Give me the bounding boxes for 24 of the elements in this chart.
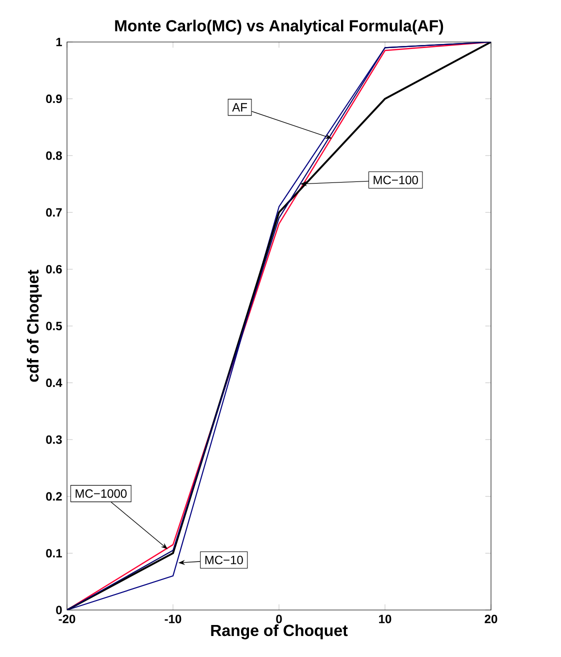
- x-tick-label: -20: [58, 614, 76, 624]
- annotation: MC−10: [205, 556, 243, 564]
- y-tick-label: 0.6: [46, 264, 62, 274]
- line-series: [67, 42, 492, 610]
- x-axis-title: Range of Choquet: [211, 624, 348, 640]
- x-tick-label: 0: [276, 614, 282, 624]
- annotation: AF: [232, 103, 247, 112]
- annotation: MC−1000: [76, 489, 127, 498]
- y-tick-label: 0: [56, 606, 62, 614]
- y-tick-label: 0.7: [46, 208, 62, 217]
- chart-title: Monte Carlo(MC) vs Analytical Formula(AF): [115, 20, 444, 35]
- y-tick-label: 0.2: [46, 492, 62, 501]
- x-tick-label: 20: [484, 614, 498, 624]
- y-tick-label: 0.4: [46, 378, 62, 388]
- annotation: MC−100: [374, 176, 418, 184]
- y-axis-title: cdf of Choquet: [26, 270, 42, 382]
- y-tick-label: 0.8: [46, 151, 62, 160]
- y-tick-label: 1: [56, 38, 62, 46]
- y-tick-label: 0.3: [46, 435, 62, 444]
- x-tick-label: -10: [164, 614, 182, 624]
- y-tick-label: 0.5: [46, 322, 62, 330]
- x-tick-label: 10: [379, 614, 392, 624]
- y-tick-label: 0.1: [46, 548, 62, 558]
- y-tick-label: 0.9: [46, 94, 62, 104]
